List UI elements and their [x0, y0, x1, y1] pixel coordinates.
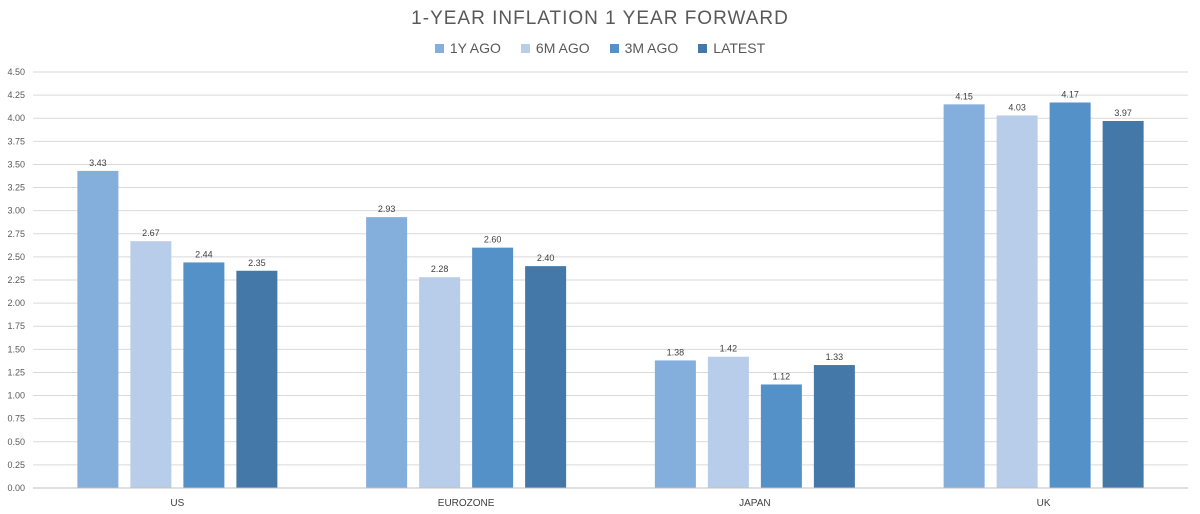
bar	[760, 384, 802, 488]
legend-swatch	[520, 43, 530, 53]
data-label: 1.38	[667, 347, 685, 357]
legend: 1Y AGO 6M AGO 3M AGO LATEST	[0, 40, 1200, 56]
data-label: 2.35	[248, 258, 266, 268]
y-tick-label: 0.25	[7, 460, 25, 470]
y-tick-label: 2.25	[7, 275, 25, 285]
x-tick-label: UK	[1037, 498, 1051, 509]
bar	[525, 266, 567, 488]
bar	[707, 356, 749, 488]
x-tick-label: JAPAN	[739, 498, 771, 509]
y-tick-label: 2.75	[7, 229, 25, 239]
data-label: 3.43	[89, 158, 107, 168]
legend-item-2: 3M AGO	[609, 40, 679, 56]
y-tick-label: 3.00	[7, 206, 25, 216]
legend-swatch	[434, 43, 444, 53]
bar	[813, 365, 855, 488]
y-tick-label: 3.50	[7, 159, 25, 169]
bar	[419, 277, 461, 488]
y-tick-label: 4.50	[7, 67, 25, 77]
data-label: 2.67	[142, 228, 160, 238]
bar	[130, 241, 172, 488]
data-label: 1.42	[720, 344, 738, 354]
y-tick-label: 0.50	[7, 437, 25, 447]
data-label: 2.40	[537, 253, 555, 263]
y-tick-label: 3.75	[7, 136, 25, 146]
data-label: 2.93	[378, 204, 396, 214]
y-tick-label: 1.75	[7, 321, 25, 331]
legend-swatch	[698, 43, 708, 53]
legend-item-1: 6M AGO	[520, 40, 590, 56]
data-label: 4.17	[1061, 90, 1079, 100]
legend-label: 1Y AGO	[449, 40, 501, 56]
y-tick-label: 0.00	[7, 483, 25, 493]
legend-label: 6M AGO	[535, 40, 590, 56]
bar	[943, 104, 985, 488]
legend-item-3: LATEST	[698, 40, 765, 56]
y-tick-label: 2.00	[7, 298, 25, 308]
chart-title: 1-YEAR INFLATION 1 YEAR FORWARD	[411, 8, 789, 29]
bar	[183, 262, 225, 488]
legend-item-0: 1Y AGO	[434, 40, 501, 56]
x-tick-label: US	[170, 498, 184, 509]
y-tick-label: 1.00	[7, 391, 25, 401]
data-label: 2.60	[484, 235, 502, 245]
data-label: 2.44	[195, 249, 213, 259]
bar	[366, 217, 408, 489]
data-label: 1.12	[773, 371, 791, 381]
legend-label: 3M AGO	[624, 40, 679, 56]
data-label: 2.28	[431, 264, 449, 274]
data-label: 1.33	[826, 352, 844, 362]
bar	[654, 360, 696, 488]
y-tick-label: 4.00	[7, 113, 25, 123]
bar	[1102, 120, 1144, 489]
y-tick-label: 3.25	[7, 183, 25, 193]
data-label: 4.15	[955, 91, 973, 101]
y-tick-label: 4.25	[7, 90, 25, 100]
legend-swatch	[609, 43, 619, 53]
y-tick-label: 1.50	[7, 344, 25, 354]
bar	[472, 247, 514, 488]
bar	[236, 270, 278, 488]
data-label: 3.97	[1114, 108, 1132, 118]
y-tick-label: 1.25	[7, 367, 25, 377]
y-tick-label: 0.75	[7, 414, 25, 424]
bar	[1049, 102, 1091, 489]
bar	[996, 115, 1038, 489]
x-tick-label: EUROZONE	[438, 498, 495, 509]
y-tick-label: 2.50	[7, 252, 25, 262]
bar	[77, 170, 119, 488]
legend-label: LATEST	[713, 40, 766, 56]
data-label: 4.03	[1008, 102, 1026, 112]
